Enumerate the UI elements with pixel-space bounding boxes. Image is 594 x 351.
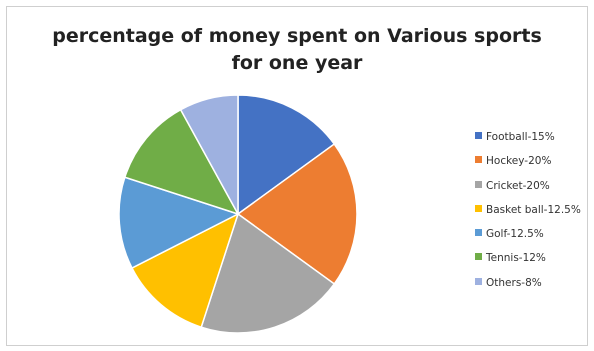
legend-label: Hockey-20% xyxy=(486,155,552,168)
pie-slice-basketball xyxy=(130,212,240,329)
chart-legend: Football-15% Hockey-20% Cricket-20% Bask… xyxy=(475,130,581,300)
pie-slice-hockey xyxy=(236,143,358,285)
legend-swatch xyxy=(475,277,482,285)
legend-swatch xyxy=(475,156,482,164)
chart-title-line-2: for one year xyxy=(231,52,363,74)
legend-item-others: Others-8% xyxy=(475,276,581,300)
pie-slice-golf xyxy=(118,176,240,270)
legend-swatch xyxy=(475,253,482,261)
legend-label: Cricket-20% xyxy=(486,179,550,192)
pie-slice-football xyxy=(237,94,336,216)
chart-title: percentage of money spent on Various spo… xyxy=(7,23,587,77)
legend-swatch xyxy=(475,204,482,212)
pie-slice-cricket xyxy=(200,212,336,334)
legend-label: Football-15% xyxy=(486,131,555,143)
legend-label: Golf-12.5% xyxy=(486,228,544,241)
pie-slice-others xyxy=(179,94,239,215)
legend-label: Basket ball-12.5% xyxy=(486,203,581,216)
legend-item-cricket: Cricket-20% xyxy=(475,179,581,203)
legend-item-tennis: Tennis-12% xyxy=(475,251,581,275)
legend-item-golf: Golf-12.5% xyxy=(475,227,581,251)
legend-item-hockey: Hockey-20% xyxy=(475,154,581,178)
legend-item-basketball: Basket ball-12.5% xyxy=(475,203,581,227)
legend-swatch xyxy=(475,229,482,237)
legend-swatch xyxy=(475,132,482,139)
legend-label: Tennis-12% xyxy=(486,252,546,265)
pie-slice-tennis xyxy=(123,108,240,216)
chart-title-line-1: percentage of money spent on Various spo… xyxy=(52,25,542,47)
legend-swatch xyxy=(475,180,482,188)
legend-item-football: Football-15% xyxy=(475,130,581,154)
legend-label: Others-8% xyxy=(486,276,542,289)
